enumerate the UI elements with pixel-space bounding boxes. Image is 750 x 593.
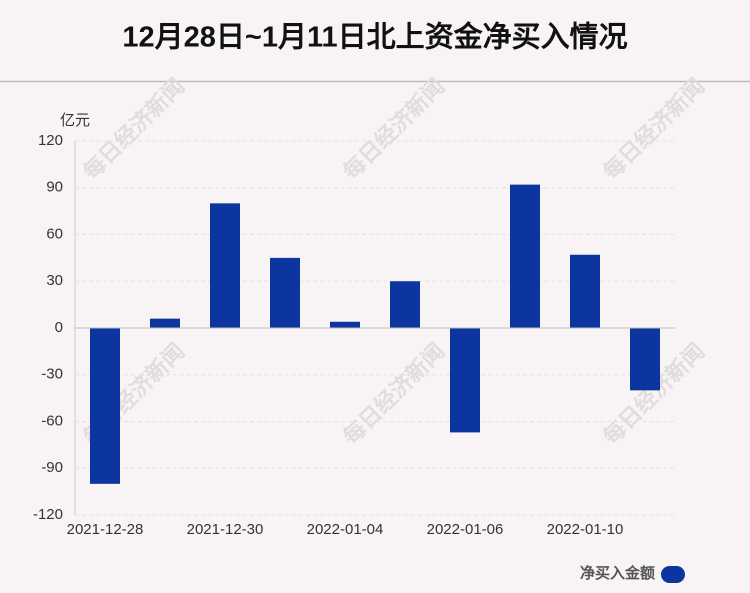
x-tick-label: 2022-01-06 — [427, 521, 504, 538]
bar — [150, 318, 180, 328]
y-tick-label: -120 — [33, 506, 63, 523]
chart-title: 12月28日~1月11日北上资金净买入情况 — [122, 20, 627, 54]
bar — [510, 184, 540, 328]
x-tick-label: 2021-12-30 — [187, 521, 264, 538]
y-tick-label: 30 — [46, 272, 63, 289]
x-tick-label: 2022-01-04 — [307, 521, 384, 538]
y-tick-label: -60 — [41, 412, 63, 429]
bar — [210, 203, 240, 328]
bar — [450, 328, 480, 433]
bar — [270, 257, 300, 328]
y-tick-label: 90 — [46, 179, 63, 196]
y-tick-label: 60 — [46, 225, 63, 242]
y-tick-label: -30 — [41, 366, 63, 383]
legend-label: 净买入金额 — [580, 564, 655, 582]
y-unit: 亿元 — [60, 112, 90, 129]
x-tick-label: 2022-01-10 — [547, 521, 624, 538]
legend-swatch — [661, 566, 685, 583]
y-tick-label: -90 — [41, 459, 63, 476]
y-tick-label: 120 — [38, 132, 63, 149]
y-tick-label: 0 — [55, 319, 63, 336]
bar — [90, 328, 120, 484]
bar — [570, 254, 600, 328]
bar — [390, 281, 420, 328]
bar — [630, 328, 660, 391]
x-tick-label: 2021-12-28 — [67, 521, 144, 538]
bar — [330, 321, 360, 328]
